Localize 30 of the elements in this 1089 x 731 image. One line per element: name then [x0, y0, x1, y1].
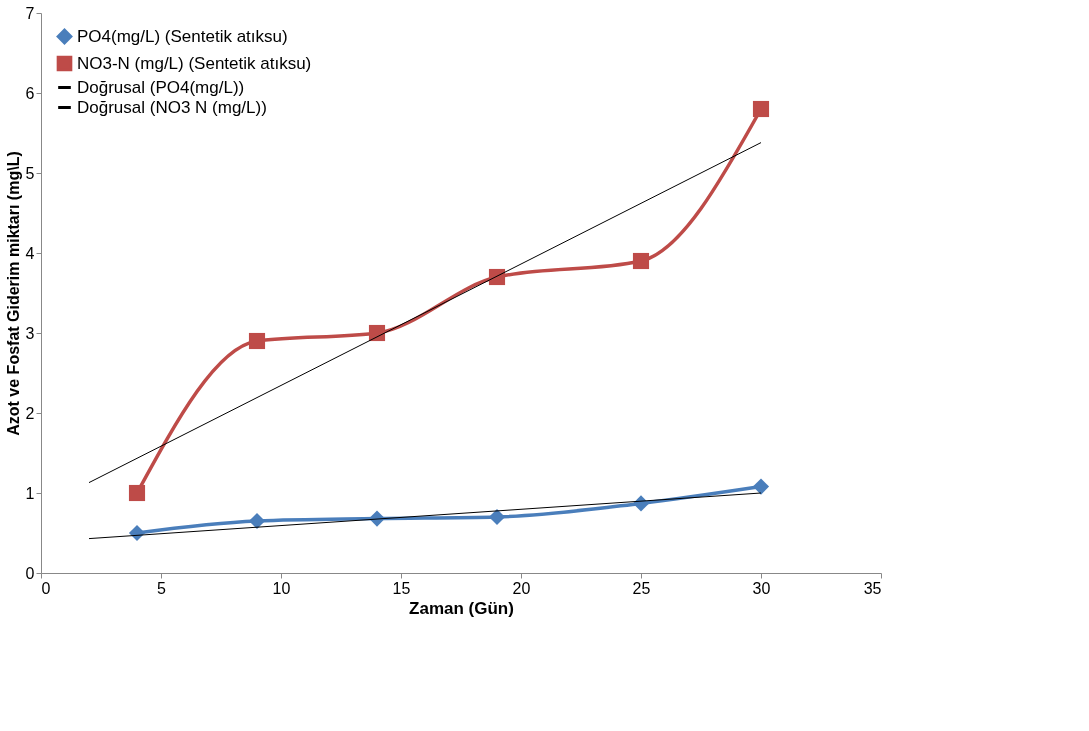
x-axis-title: Zaman (Gün): [409, 598, 514, 618]
x-tick-label: 30: [752, 579, 771, 597]
y-tick-label: 3: [25, 324, 35, 342]
point: [248, 332, 266, 350]
y-axis-title: Azot ve Fosfat Giderim miktarı (mg\L): [4, 151, 22, 436]
point: [128, 484, 146, 502]
point: [752, 478, 770, 495]
point: [128, 524, 146, 542]
point: [632, 252, 650, 270]
x-tick-label: 10: [272, 579, 291, 597]
y-tick-label: 7: [25, 4, 35, 22]
legend-label: NO3-N (mg/L) (Sentetik atıksu): [77, 53, 312, 73]
x-tick-label: 0: [41, 579, 51, 597]
legend-label: Doğrusal (PO4(mg/L)): [77, 77, 245, 97]
x-tick-label: 5: [157, 579, 167, 597]
y-tick-label: 0: [25, 564, 35, 582]
x-tick-label: 25: [632, 579, 651, 597]
point: [248, 512, 266, 530]
point: [488, 508, 506, 526]
x-tick-label: 15: [392, 579, 411, 597]
legend-label: Doğrusal (NO3 N (mg/L)): [77, 97, 267, 117]
legend-label: PO4(mg/L) (Sentetik atıksu): [77, 26, 288, 46]
y-tick-label: 2: [25, 404, 35, 422]
y-tick-label: 6: [25, 84, 35, 102]
y-tick-label: 5: [25, 164, 35, 182]
point: [752, 100, 770, 118]
y-tick-label: 4: [25, 244, 35, 262]
y-tick-label: 1: [25, 484, 35, 502]
x-tick-label: 20: [512, 579, 531, 597]
x-tick-label: 35: [863, 579, 882, 597]
